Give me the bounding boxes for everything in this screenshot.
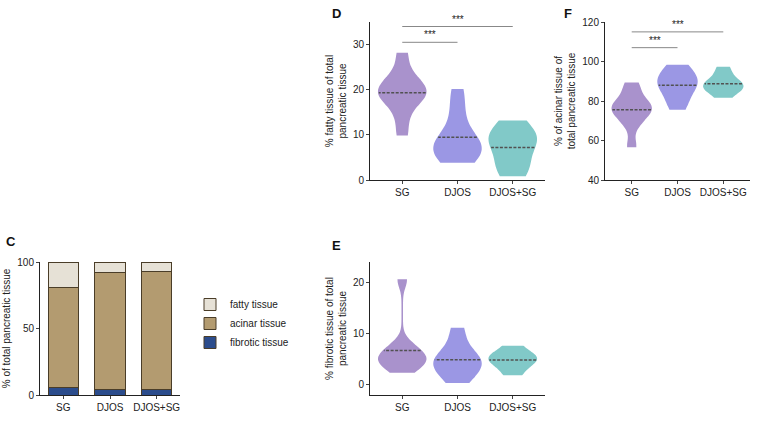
svg-text:F: F [564,6,572,21]
svg-text:DJOS+SG: DJOS+SG [489,402,536,413]
svg-text:0: 0 [358,379,364,390]
svg-text:fatty tissue: fatty tissue [230,299,278,310]
svg-text:***: *** [649,35,661,46]
svg-text:% of acinar tissue oftotal pan: % of acinar tissue oftotal pancreatic ti… [553,52,577,149]
svg-text:fibrotic tissue: fibrotic tissue [230,337,289,348]
svg-text:DJOS: DJOS [97,402,124,413]
svg-text:E: E [332,238,341,253]
svg-text:% fibrotic tissue of totalpanc: % fibrotic tissue of totalpancreatic tis… [324,277,348,380]
svg-text:***: *** [424,29,436,40]
svg-text:10: 10 [353,129,365,140]
svg-text:50: 50 [23,323,35,334]
svg-text:0: 0 [358,175,364,186]
svg-text:C: C [6,234,16,249]
svg-text:DJOS+SG: DJOS+SG [133,402,180,413]
svg-text:SG: SG [56,402,71,413]
svg-text:DJOS: DJOS [444,402,471,413]
svg-text:80: 80 [588,96,600,107]
svg-text:DJOS+SG: DJOS+SG [489,187,536,198]
svg-text:SG: SG [624,187,639,198]
svg-text:10: 10 [353,328,365,339]
svg-text:40: 40 [588,175,600,186]
svg-text:DJOS+SG: DJOS+SG [700,187,747,198]
svg-text:20: 20 [353,277,365,288]
svg-text:D: D [332,6,341,21]
svg-text:100: 100 [17,257,34,268]
svg-text:SG: SG [395,187,410,198]
svg-text:DJOS: DJOS [444,187,471,198]
svg-text:60: 60 [588,135,600,146]
svg-text:DJOS: DJOS [664,187,691,198]
svg-text:100: 100 [582,56,599,67]
svg-text:***: *** [452,14,464,25]
svg-text:120: 120 [582,17,599,28]
svg-text:30: 30 [353,39,365,50]
svg-text:% of total pancreatic tissue: % of total pancreatic tissue [1,268,12,388]
svg-text:0: 0 [28,390,34,401]
svg-text:SG: SG [395,402,410,413]
svg-text:acinar tissue: acinar tissue [230,318,287,329]
svg-text:***: *** [672,19,684,30]
svg-text:20: 20 [353,84,365,95]
svg-text:% fatty tissue of totalpancrea: % fatty tissue of totalpancreatic tissue [324,55,348,147]
